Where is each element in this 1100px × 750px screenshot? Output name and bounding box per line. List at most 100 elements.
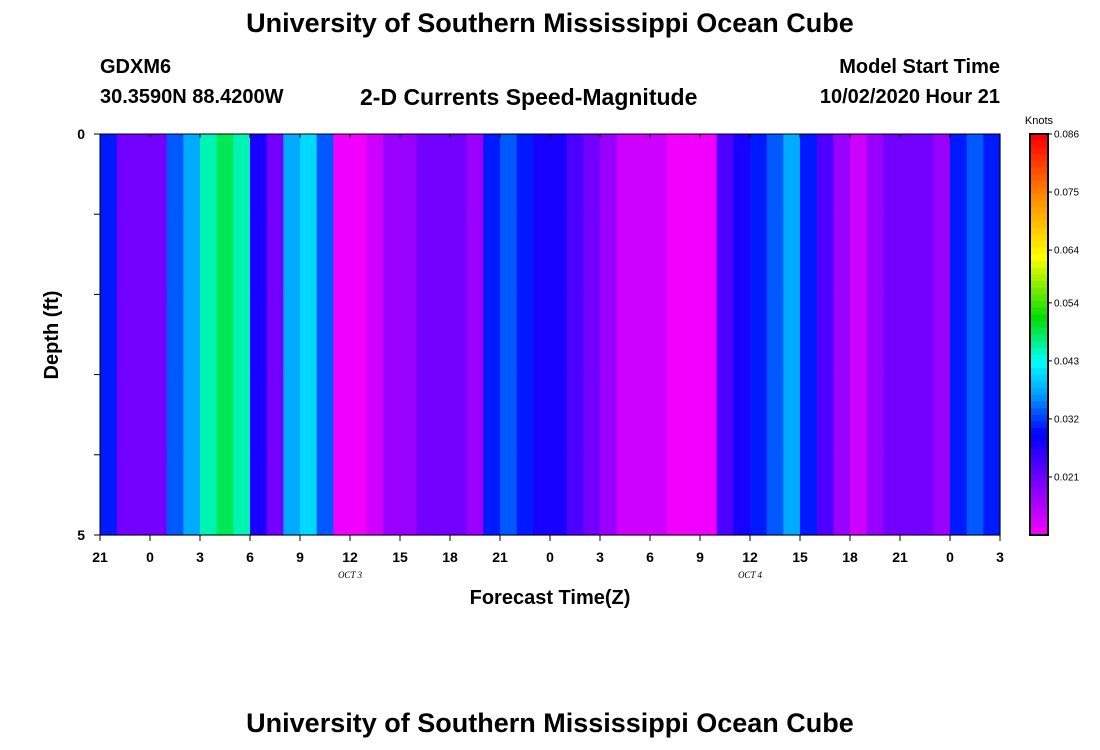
heatmap-cell: [616, 294, 634, 376]
heatmap-cell: [216, 294, 234, 376]
heatmap-cell: [666, 214, 684, 295]
heatmap-cell: [266, 374, 284, 456]
heatmap-cell: [216, 454, 234, 536]
heatmap-cell: [983, 374, 1001, 456]
heatmap-cell: [916, 374, 934, 456]
heatmap-cell: [150, 454, 168, 536]
colorbar-tick-label: 0.021: [1054, 472, 1079, 483]
colorbar-tick-label: 0.075: [1054, 188, 1079, 199]
heatmap-cell: [116, 294, 134, 376]
x-tick-label: 21: [492, 549, 508, 565]
colorbar-segment: [1030, 214, 1048, 222]
heatmap-cell: [816, 374, 834, 456]
heatmap-cell: [416, 294, 434, 376]
heatmap-cell: [700, 374, 718, 456]
heatmap-cell: [566, 454, 584, 536]
heatmap-cell: [416, 214, 434, 295]
heatmap-cell: [583, 374, 601, 456]
heatmap-cell: [400, 294, 418, 376]
heatmap-cell: [933, 214, 951, 295]
heatmap-cell: [166, 454, 184, 536]
colorbar-segment: [1030, 454, 1048, 463]
heatmap-cell: [333, 134, 351, 215]
heatmap-cell: [316, 134, 334, 215]
heatmap-cell: [600, 214, 618, 295]
heatmap-cell: [283, 294, 301, 376]
heatmap-cell: [100, 214, 118, 295]
y-tick-label: 5: [77, 527, 85, 543]
heatmap-cell: [183, 214, 201, 295]
heatmap-cell: [300, 134, 318, 215]
colorbar-segment: [1030, 428, 1048, 436]
colorbar-segment: [1030, 514, 1048, 523]
colorbar-segment: [1030, 408, 1048, 416]
date-label: OCT 4: [738, 570, 763, 580]
colorbar-segment: [1030, 240, 1048, 249]
heatmap-cell: [666, 454, 684, 536]
heatmap-cell: [566, 134, 584, 215]
heatmap-cell: [883, 214, 901, 295]
x-tick-label: 9: [696, 549, 704, 565]
heatmap-cell: [333, 454, 351, 536]
heatmap-cell: [800, 134, 818, 215]
heatmap-cell: [466, 214, 484, 295]
heatmap-cell: [283, 214, 301, 295]
x-tick-label: 0: [546, 549, 554, 565]
heatmap-cell: [216, 374, 234, 456]
heatmap-cell: [833, 454, 851, 536]
heatmap-cell: [966, 454, 984, 536]
heatmap-cell: [533, 134, 551, 215]
heatmap-cell: [233, 214, 251, 295]
heatmap-cell: [750, 214, 768, 295]
heatmap-cell: [450, 374, 468, 456]
colorbar-segment: [1030, 367, 1048, 376]
heatmap-cell: [500, 214, 518, 295]
heatmap-cell: [733, 374, 751, 456]
colorbar-segment: [1030, 394, 1048, 402]
heatmap-cell: [566, 374, 584, 456]
heatmap-cell: [716, 134, 734, 215]
colorbar-segment: [1030, 494, 1048, 503]
heatmap-cell: [683, 294, 701, 376]
heatmap-cell: [333, 294, 351, 376]
colorbar-segment: [1030, 167, 1048, 175]
heatmap-cell: [816, 294, 834, 376]
heatmap-cell: [650, 214, 668, 295]
heatmap-cell: [933, 374, 951, 456]
heatmap-cell: [633, 374, 651, 456]
heatmap-cell: [933, 134, 951, 215]
heatmap-cell: [433, 134, 451, 215]
x-tick-label: 6: [246, 549, 254, 565]
heatmap-cell: [583, 454, 601, 536]
heatmap-cell: [250, 294, 268, 376]
x-tick-label: 21: [892, 549, 908, 565]
colorbar-unit-label: Knots: [1025, 115, 1054, 127]
heatmap-cell: [316, 454, 334, 536]
x-tick-label: 21: [92, 549, 108, 565]
heatmap-cell: [233, 454, 251, 536]
colorbar-segment: [1030, 301, 1048, 309]
heatmap-cell: [116, 134, 134, 215]
colorbar-segment: [1030, 267, 1048, 275]
heatmap-cell: [300, 454, 318, 536]
heatmap-cell: [683, 134, 701, 215]
x-tick-label: 15: [392, 549, 408, 565]
heatmap-cell: [533, 454, 551, 536]
heatmap-cell: [983, 294, 1001, 376]
heatmap-cell: [950, 214, 968, 295]
heatmap-cell: [383, 374, 401, 456]
heatmap-cell: [133, 214, 151, 295]
heatmap-cell: [300, 214, 318, 295]
heatmap-cell: [350, 454, 368, 536]
heatmap-cell: [950, 454, 968, 536]
heatmap-cell: [716, 454, 734, 536]
heatmap-cell: [750, 134, 768, 215]
y-tick-label: 0: [77, 126, 85, 142]
x-axis-title: Forecast Time(Z): [470, 587, 631, 609]
heatmap-cell: [583, 134, 601, 215]
heatmap-cell: [216, 134, 234, 215]
heatmap-cell: [200, 374, 218, 456]
heatmap-cell: [366, 214, 384, 295]
heatmap-cell: [783, 134, 801, 215]
heatmap-cell: [483, 134, 501, 215]
